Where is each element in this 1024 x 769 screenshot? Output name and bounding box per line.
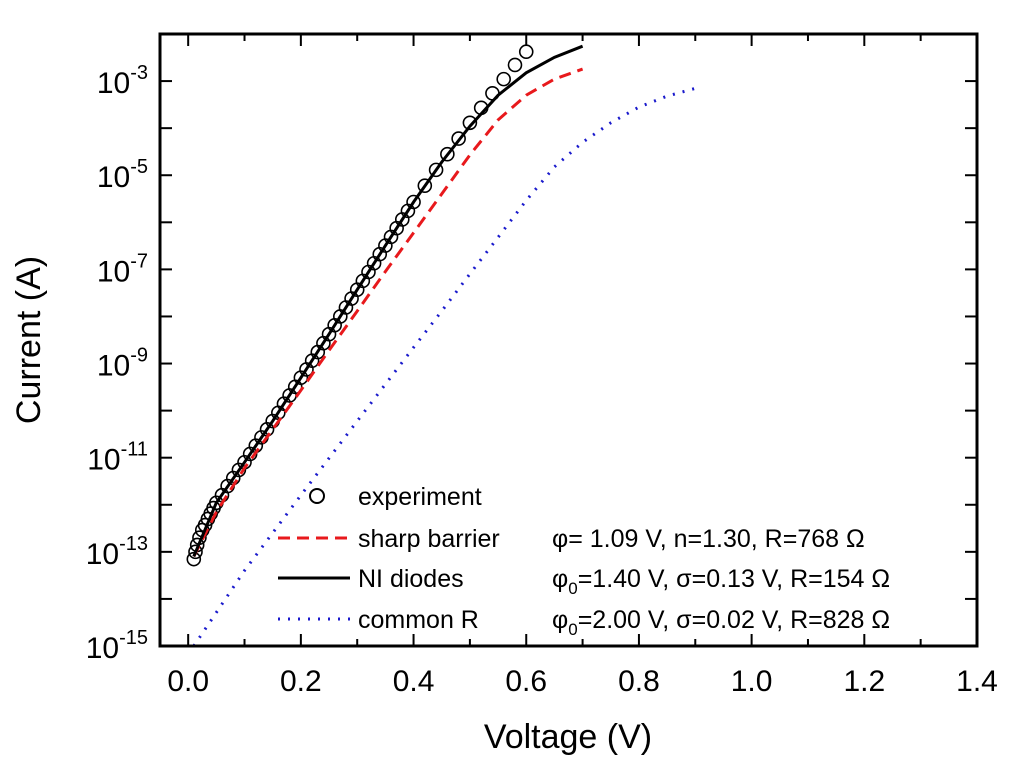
experiment-point [428, 162, 444, 178]
y-tick-exponent: -3 [130, 62, 148, 84]
legend: experiment sharp barrier φ= 1.09 V, n=1.… [278, 483, 890, 639]
experiment-point [188, 544, 203, 560]
experiment-point [518, 44, 534, 60]
y-tick-base: 10 [97, 255, 130, 288]
ni-diodes-line [192, 44, 584, 557]
series-group [186, 44, 696, 646]
x-tick-label: 0.2 [280, 665, 322, 698]
x-tick-label: 0.8 [618, 665, 660, 698]
x-axis-title: Voltage (V) [484, 718, 652, 756]
x-tick-label: 1.0 [731, 665, 773, 698]
x-tick-label: 1.4 [956, 665, 998, 698]
y-tick-base: 10 [97, 161, 130, 194]
y-tick-label: 10-7 [97, 250, 148, 288]
y-tick-label: 10-3 [97, 62, 148, 100]
y-tick-exponent: -15 [119, 627, 148, 649]
x-tick-label: 0.0 [167, 665, 209, 698]
x-tick-label: 0.6 [505, 665, 547, 698]
y-tick-label: 10-9 [97, 345, 148, 383]
series-layer [186, 44, 696, 646]
legend-ni-phi: φ [552, 565, 568, 593]
common-r-line [192, 86, 696, 646]
legend-common-params: φ0=2.00 V, σ=0.02 V, R=828 Ω [552, 606, 890, 639]
y-tick-label: 10-13 [86, 533, 148, 571]
axes-layer: 0.0 0.2 0.4 0.6 0.8 1.0 1.2 1.410-310-510-710-9… [86, 33, 998, 698]
legend-ni-label: NI diodes [358, 565, 464, 593]
experiment-point [417, 178, 433, 193]
legend-common-label: common R [358, 606, 479, 634]
legend-ni-params: φ0=1.40 V, σ=0.13 V, R=154 Ω [552, 565, 890, 598]
legend-sharp-label: sharp barrier [358, 525, 500, 553]
y-tick-exponent: -11 [121, 439, 148, 461]
legend-common-phi: φ [552, 606, 568, 634]
x-tick-label: 0.4 [393, 665, 435, 698]
plot-frame [158, 32, 979, 648]
x-tick-label: 1.2 [843, 665, 885, 698]
y-tick-base: 10 [87, 444, 120, 477]
y-tick-exponent: -5 [130, 156, 148, 178]
y-tick-label: 10-5 [97, 156, 148, 194]
legend-ni-rest: =1.40 V, σ=0.13 V, R=154 Ω [578, 565, 890, 593]
y-tick-base: 10 [86, 632, 119, 665]
y-tick-base: 10 [86, 538, 119, 571]
y-tick-base: 10 [97, 67, 130, 100]
legend-experiment-label: experiment [358, 483, 482, 511]
experiment-point [462, 115, 478, 131]
y-tick-exponent: -13 [119, 533, 148, 555]
y-tick-exponent: -9 [130, 345, 148, 367]
experiment-point [507, 57, 523, 73]
legend-common-rest: =2.00 V, σ=0.02 V, R=828 Ω [578, 606, 890, 634]
y-axis-title: Current (A) [10, 256, 48, 424]
y-tick-base: 10 [97, 350, 130, 383]
experiment-point [451, 131, 466, 146]
legend-sharp-params: φ= 1.09 V, n=1.30, R=768 Ω [552, 525, 865, 553]
experiment-point [406, 194, 421, 210]
experiment-point [496, 71, 512, 87]
y-tick-exponent: -7 [130, 250, 148, 272]
legend-common-sub: 0 [568, 620, 577, 639]
experiment-point [440, 146, 455, 162]
y-tick-label: 10-11 [87, 439, 148, 477]
y-tick-label: 10-15 [86, 627, 148, 665]
legend-ni-sub: 0 [568, 579, 577, 598]
legend-experiment-marker [309, 488, 325, 504]
sharp-barrier-line [192, 67, 584, 558]
